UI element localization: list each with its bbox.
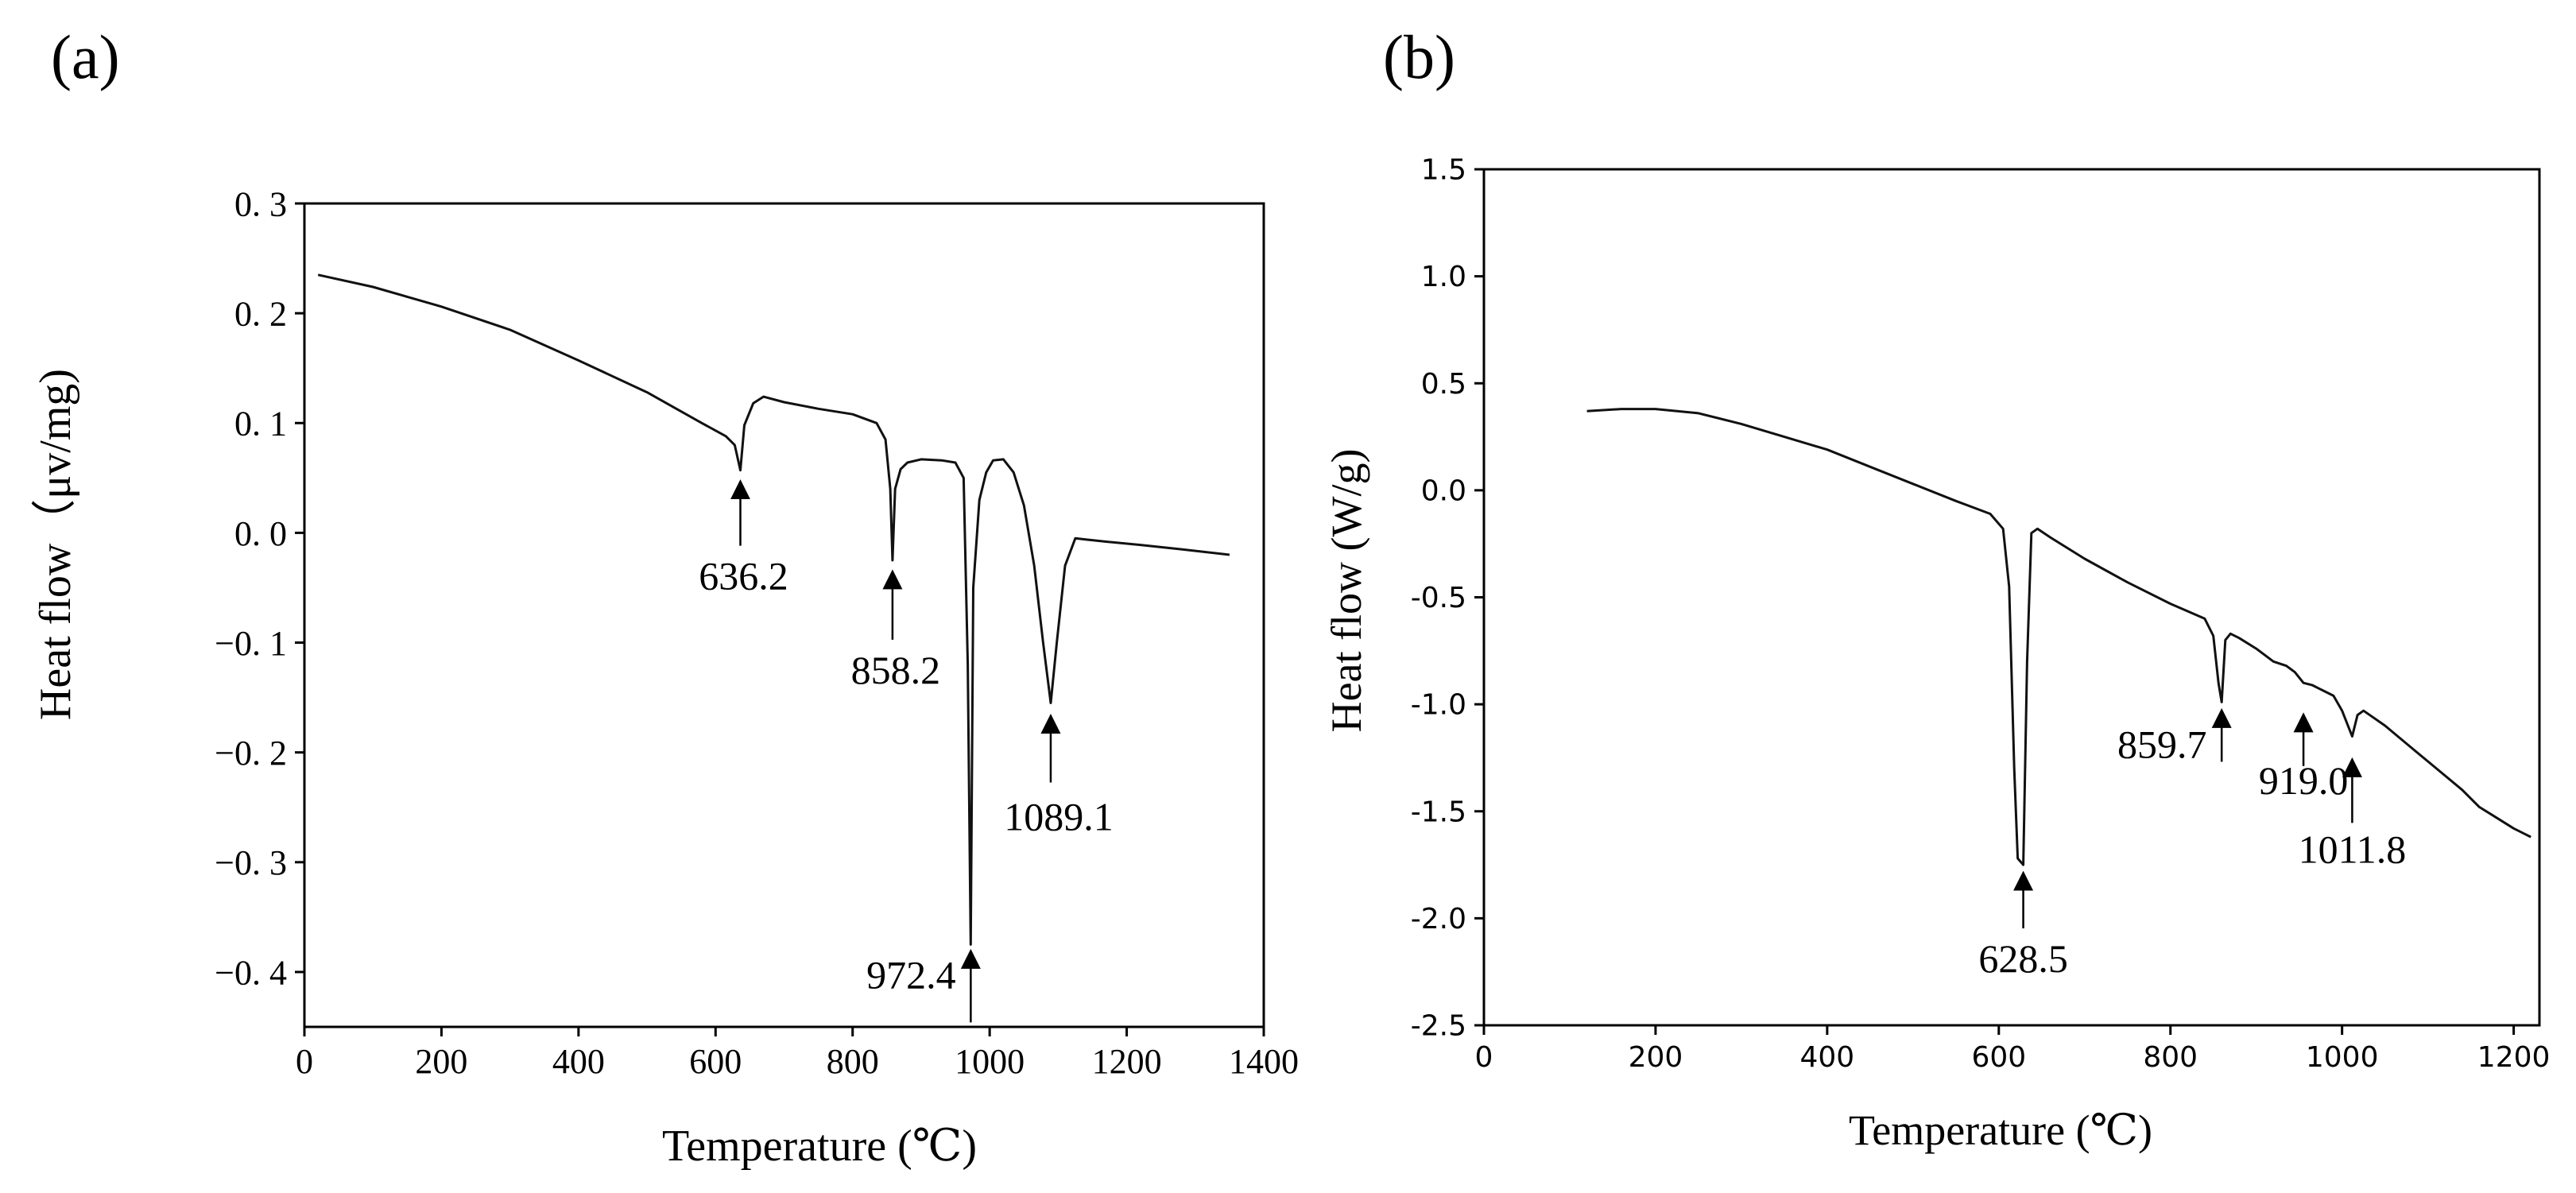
y-tick-label: -1.5: [1411, 796, 1466, 828]
y-tick-label: −0. 1: [215, 624, 287, 663]
peak-label: 1011.8: [2299, 827, 2407, 871]
x-axis-ticks-a: 0 200 400 600 800 1000 1200 1400: [296, 1027, 1299, 1081]
peak-label: 972.4: [866, 952, 956, 997]
x-axis-label-b: Temperature (℃): [1849, 1106, 2152, 1154]
x-tick-label: 200: [1629, 1041, 1683, 1074]
y-tick-label: 1.0: [1421, 261, 1466, 293]
y-tick-label: 0. 1: [234, 405, 287, 444]
plot-frame-b: [1482, 168, 2541, 1027]
y-tick-label: -2.5: [1411, 1010, 1466, 1043]
y-tick-label: 0. 0: [234, 514, 287, 553]
x-tick-label: 600: [689, 1042, 742, 1081]
y-tick-label: 0. 3: [234, 184, 287, 223]
chart-panel-b: (b) 0 200 400 600 800 1000 1200 1.5 1.0 0.5 0.0 -0…: [1323, 22, 2550, 1154]
panel-label-a: (a): [51, 22, 120, 91]
x-tick-label: 400: [552, 1042, 605, 1081]
x-tick-label: 400: [1800, 1041, 1855, 1074]
y-axis-ticks-b: 1.5 1.0 0.5 0.0 -0.5 -1.0 -1.5 -2.0 -2.5: [1411, 154, 1484, 1043]
y-axis-ticks-a: 0. 3 0. 2 0. 1 0. 0 −0. 1 −0. 2 −0. 3 −0. 4: [215, 184, 304, 992]
panel-label-b: (b): [1383, 22, 1455, 91]
peak-label: 859.7: [2117, 722, 2207, 766]
dsc-curve-b: [1586, 408, 2531, 866]
chart-panel-a: (a) 0 200 400 600 800 1000 1200 1400 0. 30. 20.…: [31, 22, 1299, 1171]
x-tick-label: 1200: [2477, 1041, 2551, 1074]
y-tick-label: 0. 2: [234, 295, 287, 334]
peak-annotations-b: 628.5 859.7 919.0 1011.8: [1978, 707, 2407, 981]
y-tick-label: 0.5: [1421, 368, 1466, 401]
x-tick-label: 1400: [1229, 1042, 1299, 1081]
peak-label: 1089.1: [1004, 795, 1114, 839]
peak-label: 628.5: [1978, 936, 2068, 981]
x-tick-label: 1200: [1092, 1042, 1162, 1081]
y-tick-label: -2.0: [1411, 903, 1466, 935]
y-tick-label: 1.5: [1421, 154, 1466, 187]
y-axis-label-a: Heat flow（μv/mg): [31, 369, 80, 720]
x-tick-label: 200: [415, 1042, 467, 1081]
y-tick-label: 0.0: [1421, 474, 1466, 507]
dsc-curve-a: [317, 273, 1230, 946]
peak-label: 858.2: [851, 648, 941, 692]
peak-label: 636.2: [699, 554, 788, 598]
y-tick-label: -1.0: [1411, 689, 1466, 722]
x-tick-label: 600: [1971, 1041, 2026, 1074]
y-tick-label: −0. 3: [215, 843, 287, 882]
plot-frame-a: [303, 202, 1265, 1028]
y-tick-label: −0. 4: [215, 953, 287, 992]
x-tick-label: 1000: [2306, 1041, 2379, 1074]
x-tick-label: 1000: [955, 1042, 1025, 1081]
peak-annotations-a: 636.2 858.2 972.4 1089.1: [699, 479, 1114, 1023]
y-tick-label: −0. 2: [215, 734, 287, 773]
x-axis-label-a: Temperature (℃): [662, 1121, 977, 1171]
x-tick-label: 800: [827, 1042, 879, 1081]
peak-label: 919.0: [2259, 758, 2349, 803]
y-axis-label-b: Heat flow (W/g): [1323, 449, 1370, 733]
x-tick-label: 0: [1475, 1041, 1493, 1074]
x-tick-label: 0: [296, 1042, 313, 1081]
y-tick-label: -0.5: [1411, 582, 1466, 614]
x-axis-ticks-b: 0 200 400 600 800 1000 1200: [1475, 1025, 2551, 1074]
x-tick-label: 800: [2143, 1041, 2198, 1074]
